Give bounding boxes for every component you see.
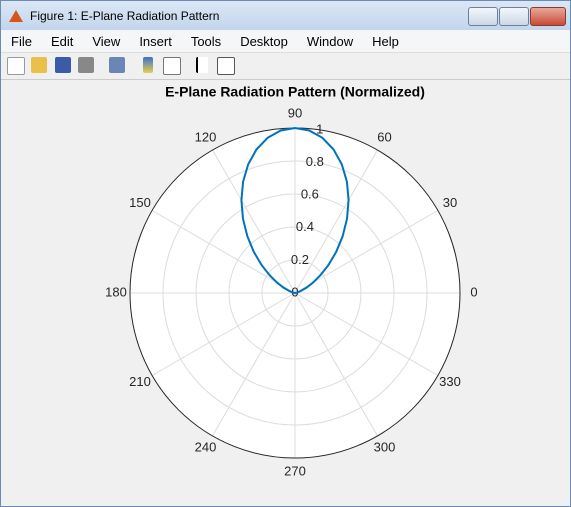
menu-item[interactable]: Desktop [240,33,288,49]
line [240,126,350,294]
menu-item[interactable]: File [11,33,32,49]
theta-tick-label: 180 [105,284,127,299]
r-tick-label: 0 [291,284,298,299]
r-tick-label: 1 [316,121,323,136]
window-title: Figure 1: E-Plane Radiation Pattern [30,8,220,23]
theta-tick-label: 300 [374,439,396,454]
spoke [294,210,439,294]
chart: E-Plane Radiation Pattern (Normalized) 0… [105,84,477,479]
r-ring [162,160,428,426]
menu-item[interactable]: Window [306,33,354,49]
spoke [151,292,296,376]
r-ring [261,259,329,327]
theta-tick-label: 120 [195,129,217,144]
theta-tick-label: 210 [129,374,151,389]
r-ring [228,226,362,360]
r-tick-label: 0.6 [301,187,319,202]
save-icon[interactable] [55,57,71,73]
toolbar [1,53,570,80]
r-tick-label: 0.4 [296,219,314,234]
r-ring [195,193,395,393]
theta-tick-label: 0 [470,284,477,299]
legend-icon[interactable] [163,57,181,75]
link-icon[interactable] [109,57,125,73]
theta-tick-label: 150 [129,195,151,210]
pointer-icon[interactable] [196,57,208,73]
theta-tick-label: 30 [443,195,457,210]
spoke [212,292,296,437]
menu-item[interactable]: Help [372,33,399,49]
chart-title: E-Plane Radiation Pattern (Normalized) [165,84,425,100]
close-button[interactable] [530,7,566,26]
spoke [212,149,296,294]
theta-tick-label: 330 [439,374,461,389]
spoke [294,292,378,437]
r-tick-label: 0.8 [306,154,324,169]
print-icon[interactable] [78,57,94,73]
new-icon[interactable] [7,57,25,75]
menu-bar: File Edit View Insert Tools Desktop Window Help [1,30,570,53]
spoke [294,149,378,294]
theta-tick-label: 240 [195,439,217,454]
spoke [151,210,296,294]
theta-tick-label: 270 [284,463,306,478]
maximize-button[interactable] [499,7,529,26]
minimize-button[interactable] [468,7,498,26]
theta-tick-label: 90 [288,105,302,120]
spoke [294,292,439,376]
theta-tick-label: 60 [377,129,391,144]
colorbar-icon[interactable] [143,57,153,73]
property-icon[interactable] [217,57,235,75]
title-bar: Figure 1: E-Plane Radiation Pattern [1,1,570,30]
menu-item[interactable]: Tools [190,33,222,49]
menu-item[interactable]: View [92,33,121,49]
menu-item[interactable]: Edit [50,33,74,49]
app-icon [9,9,23,22]
menu-item[interactable]: Insert [139,33,172,49]
open-icon[interactable] [31,57,47,73]
r-tick-label: 0.2 [291,252,309,267]
